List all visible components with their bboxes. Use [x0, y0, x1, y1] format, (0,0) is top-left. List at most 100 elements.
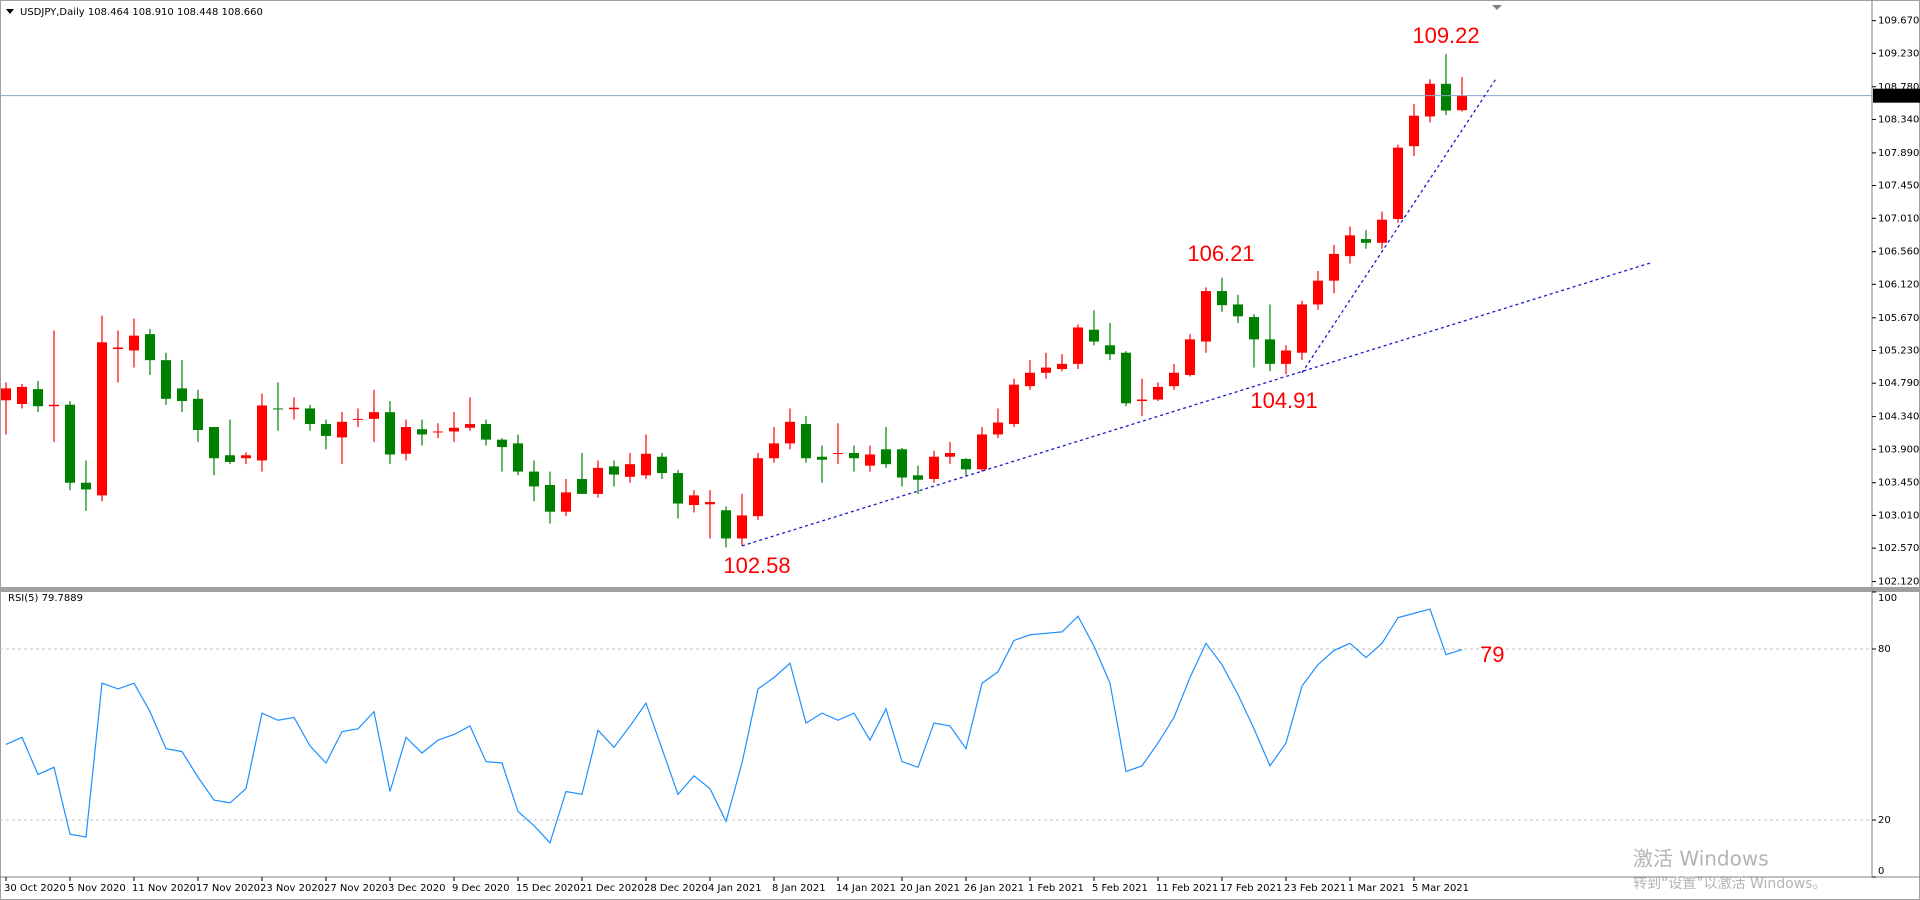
- x-tick-label: 11 Feb 2021: [1156, 883, 1218, 894]
- y-tick-label: 105.670: [1878, 313, 1919, 324]
- candle-body: [209, 427, 219, 459]
- shift-marker: [1492, 5, 1502, 10]
- x-tick-label: 26 Jan 2021: [964, 883, 1024, 894]
- y-tick-label: 105.230: [1878, 345, 1919, 356]
- candle-body: [161, 360, 171, 399]
- annotation: 79: [1480, 642, 1504, 667]
- candle-body: [1073, 327, 1083, 364]
- x-tick-label: 15 Dec 2020: [516, 883, 580, 894]
- candle-body: [913, 475, 923, 480]
- x-tick-label: 11 Nov 2020: [132, 883, 196, 894]
- candle-body: [305, 408, 315, 425]
- x-tick-label: 28 Dec 2020: [644, 883, 708, 894]
- y-tick-label: 109.230: [1878, 48, 1919, 59]
- candle-body: [481, 424, 491, 440]
- candle-body: [577, 479, 587, 494]
- candle-body: [1185, 339, 1195, 376]
- y-tick-label: 103.450: [1878, 478, 1919, 489]
- y-tick-label: 100: [1878, 593, 1897, 604]
- candle-body: [625, 464, 635, 477]
- candle-body: [1041, 367, 1051, 373]
- candle-body: [177, 388, 187, 402]
- rsi-line: [5, 608, 1463, 844]
- y-tick-label: 103.900: [1878, 444, 1919, 455]
- y-tick-label: 107.450: [1878, 181, 1919, 192]
- x-tick-label: 23 Feb 2021: [1284, 883, 1346, 894]
- candle-body: [81, 482, 91, 490]
- candle-body: [1393, 147, 1403, 219]
- candle-body: [1233, 304, 1243, 317]
- y-tick-label: 104.790: [1878, 378, 1919, 389]
- watermark-subtitle: 转到“设置”以激活 Windows。: [1633, 875, 1826, 892]
- x-tick-label: 30 Oct 2020: [4, 883, 66, 894]
- candle-body: [609, 466, 619, 475]
- candle-body: [17, 386, 27, 404]
- x-tick-label: 5 Feb 2021: [1092, 883, 1148, 894]
- candle-body: [449, 427, 459, 432]
- candle-body: [353, 418, 363, 420]
- menu-triangle: [6, 9, 14, 14]
- y-tick-label: 106.560: [1878, 247, 1919, 258]
- candle-body: [385, 412, 395, 455]
- chart-header: USDJPY,Daily 108.464 108.910 108.448 108…: [20, 7, 263, 18]
- annotation: 104.91: [1250, 388, 1317, 413]
- candle-body: [321, 424, 331, 436]
- candle-body: [641, 453, 651, 476]
- candle-body: [1, 388, 11, 401]
- candle-body: [1409, 115, 1419, 147]
- y-tick-label: 108.340: [1878, 114, 1919, 125]
- x-tick-label: 3 Dec 2020: [388, 883, 446, 894]
- candle-body: [657, 456, 667, 474]
- annotation: 106.21: [1187, 241, 1254, 266]
- candle-body: [561, 492, 571, 512]
- candle-body: [977, 434, 987, 470]
- y-tick-label: 103.010: [1878, 510, 1919, 521]
- candle-body: [689, 495, 699, 506]
- candle-body: [801, 424, 811, 459]
- annotation: 102.58: [723, 553, 790, 578]
- candle-body: [225, 455, 235, 462]
- candle-body: [929, 456, 939, 480]
- x-tick-label: 20 Jan 2021: [900, 883, 960, 894]
- y-tick-label: 107.010: [1878, 213, 1919, 224]
- y-tick-label: 0: [1878, 866, 1884, 877]
- candle-body: [1313, 280, 1323, 305]
- candle-body: [1009, 384, 1019, 425]
- candle-body: [993, 422, 1003, 435]
- candle-body: [865, 454, 875, 466]
- candle-body: [401, 427, 411, 454]
- candle-body: [145, 334, 155, 361]
- candle-body: [1169, 372, 1179, 387]
- candle-body: [1297, 304, 1307, 353]
- candle-body: [129, 335, 139, 351]
- candle-body: [849, 453, 859, 459]
- candle-body: [545, 484, 555, 512]
- candle-body: [1153, 386, 1163, 400]
- candle-body: [769, 443, 779, 459]
- candle-body: [737, 515, 747, 539]
- y-tick-label: 109.670: [1878, 16, 1919, 27]
- candle-body: [257, 405, 267, 461]
- candle-body: [1377, 219, 1387, 243]
- x-tick-label: 9 Dec 2020: [452, 883, 510, 894]
- x-tick-label: 17 Nov 2020: [196, 883, 260, 894]
- x-tick-label: 1 Feb 2021: [1028, 883, 1084, 894]
- x-tick-label: 27 Nov 2020: [324, 883, 388, 894]
- y-tick-label: 102.120: [1878, 577, 1919, 588]
- candle-body: [273, 408, 283, 410]
- x-tick-label: 17 Feb 2021: [1220, 883, 1282, 894]
- candle-body: [1361, 239, 1371, 243]
- candle-body: [785, 421, 795, 444]
- y-tick-label: 107.890: [1878, 148, 1919, 159]
- current-price-box: [1873, 88, 1920, 103]
- trendline: [1301, 78, 1497, 374]
- candle-body: [593, 467, 603, 494]
- rsi-header: RSI(5) 79.7889: [8, 593, 83, 604]
- candle-body: [1345, 235, 1355, 257]
- watermark-title: 激活 Windows: [1633, 847, 1769, 871]
- y-tick-label: 20: [1878, 815, 1891, 826]
- candle-body: [49, 404, 59, 407]
- y-tick-label: 104.340: [1878, 412, 1919, 423]
- pane-separator: [0, 587, 1920, 592]
